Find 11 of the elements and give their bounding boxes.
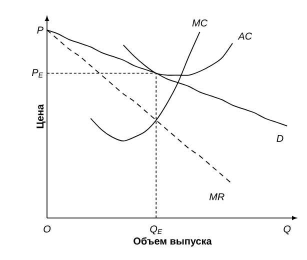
annotation: P [37,26,44,34]
x-tick-label: O [44,226,51,233]
series-label: MR [209,193,224,200]
y-axis-title: Цена [36,104,46,128]
series-label: AC [238,32,252,40]
series-label: D [276,135,284,142]
ref-line-label: P$_{E}$ [32,69,44,78]
x-axis-title: Объем выпуска [134,237,212,247]
series-label: MC [192,19,208,27]
x-tick-label: Q [284,226,291,234]
x-tick-label: Q$_{E}$ [150,226,162,234]
